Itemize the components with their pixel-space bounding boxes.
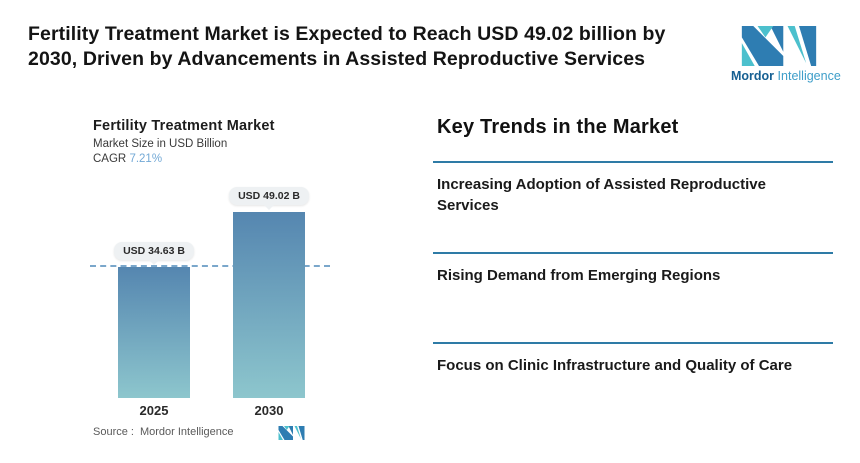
mordor-intelligence-logo-icon — [741, 26, 817, 66]
cagr-value: 7.21% — [129, 153, 163, 165]
trend-item-3: Focus on Clinic Infrastructure and Quali… — [433, 342, 833, 376]
brand-name: Mordor Intelligence — [731, 69, 841, 83]
trends-heading: Key Trends in the Market — [437, 116, 679, 138]
trend-item-1-text: Increasing Adoption of Assisted Reproduc… — [437, 176, 766, 214]
source-name: Mordor Intelligence — [139, 426, 234, 438]
x-axis-label-2025: 2025 — [139, 403, 169, 418]
source-label: Source : — [93, 426, 134, 438]
page-title: Fertility Treatment Market is Expected t… — [28, 22, 748, 72]
trend-item-2-text: Rising Demand from Emerging Regions — [437, 267, 721, 284]
source-row: Source : Mordor Intelligence — [93, 426, 333, 444]
page-title-line-2: 2030, Driven by Advancements in Assisted… — [28, 48, 646, 70]
chart-subtitle: Market Size in USD Billion — [93, 138, 228, 150]
x-axis-label-2030: 2030 — [254, 403, 284, 418]
chart-cagr: CAGR 7.21% — [93, 153, 275, 165]
bar-group-2025: USD 34.63 B — [114, 242, 194, 398]
brand-name-bold: Mordor — [731, 69, 775, 83]
chart-header: Fertility Treatment Market Market Size i… — [93, 118, 275, 165]
x-axis: 2025 2030 — [90, 398, 330, 418]
value-pill-2025: USD 34.63 B — [114, 242, 194, 260]
threshold-dashed-line — [90, 265, 330, 267]
value-pill-2030: USD 49.02 B — [229, 187, 309, 205]
brand-logo: Mordor Intelligence — [731, 26, 841, 83]
chart-title: Fertility Treatment Market — [93, 118, 275, 134]
cagr-label: CAGR — [93, 153, 127, 165]
source-logo-icon — [278, 426, 305, 440]
trend-item-2: Rising Demand from Emerging Regions — [433, 252, 833, 286]
bar-2025 — [118, 267, 190, 398]
trend-item-1: Increasing Adoption of Assisted Reproduc… — [433, 161, 833, 216]
bar-chart-plot: USD 34.63 B USD 49.02 B — [90, 185, 330, 398]
trend-item-3-text: Focus on Clinic Infrastructure and Quali… — [437, 357, 793, 374]
brand-name-light: Intelligence — [777, 69, 841, 83]
bar-group-2030: USD 49.02 B — [229, 187, 309, 398]
page-title-line-1: Fertility Treatment Market is Expected t… — [28, 23, 666, 45]
bar-2030 — [233, 212, 305, 398]
